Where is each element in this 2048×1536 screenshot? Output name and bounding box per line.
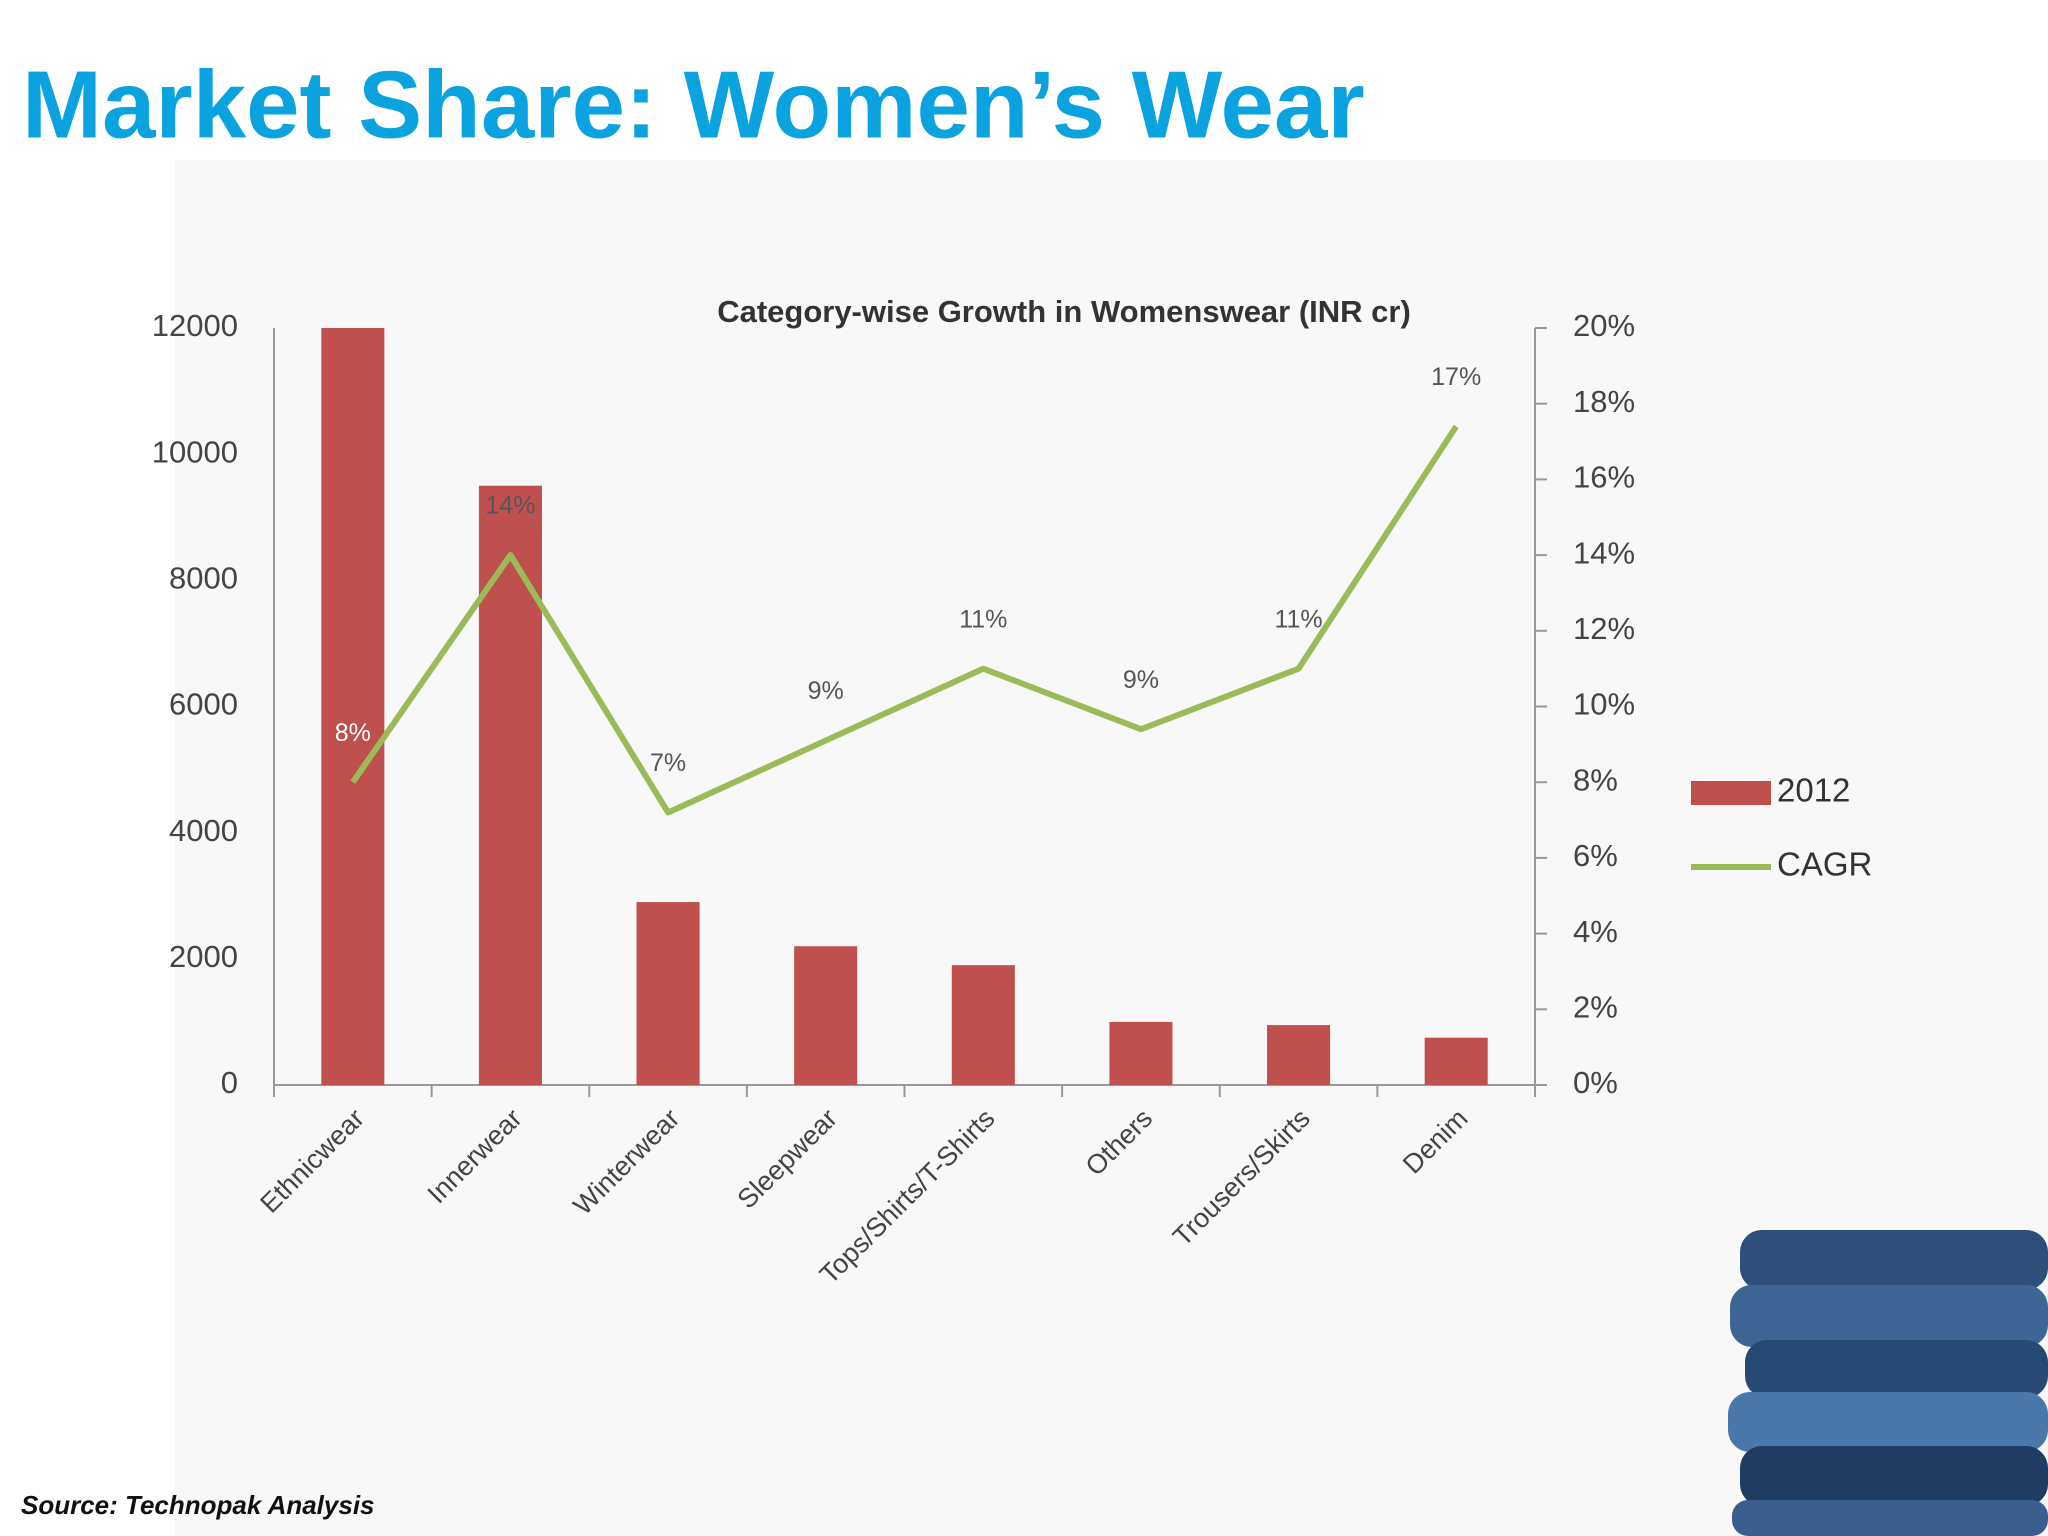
bar bbox=[1424, 1037, 1488, 1085]
y2-tick-label: 16% bbox=[1573, 460, 1635, 495]
bar bbox=[1109, 1021, 1173, 1085]
data-label: 14% bbox=[485, 492, 535, 520]
bar bbox=[321, 328, 385, 1085]
data-label: 7% bbox=[650, 749, 686, 777]
y-tick-label: 2000 bbox=[169, 939, 238, 974]
y-tick-label: 0 bbox=[221, 1065, 238, 1100]
line bbox=[350, 424, 1459, 816]
data-label: 8% bbox=[335, 719, 371, 747]
y2-tick-label: 2% bbox=[1573, 989, 1618, 1024]
data-label: 11% bbox=[1274, 605, 1322, 633]
y2-tick-label: 10% bbox=[1573, 687, 1635, 722]
legend-swatch bbox=[1691, 781, 1771, 805]
data-label: 9% bbox=[808, 677, 844, 705]
y2-tick-label: 6% bbox=[1573, 838, 1618, 873]
y2-tick-label: 0% bbox=[1573, 1065, 1618, 1100]
legend-label: 2012 bbox=[1777, 772, 1850, 809]
y-tick-label: 12000 bbox=[152, 308, 238, 343]
y-tick-label: 4000 bbox=[169, 813, 238, 848]
data-label: 11% bbox=[959, 605, 1007, 633]
y2-tick-label: 4% bbox=[1573, 914, 1618, 949]
y2-tick-label: 8% bbox=[1573, 762, 1618, 797]
jeans-illustration bbox=[1728, 1230, 2048, 1536]
y2-tick-label: 14% bbox=[1573, 535, 1635, 570]
source-note: Source: Technopak Analysis bbox=[21, 1490, 375, 1520]
y2-tick-label: 18% bbox=[1573, 384, 1635, 419]
bar bbox=[1267, 1025, 1331, 1085]
slide-title: Market Share: Women’s Wear bbox=[22, 51, 1365, 158]
y-tick-label: 6000 bbox=[169, 687, 238, 722]
y-tick-label: 10000 bbox=[152, 434, 238, 469]
data-label: 17% bbox=[1431, 363, 1481, 391]
bar bbox=[794, 946, 858, 1085]
bar bbox=[951, 965, 1015, 1085]
y2-tick-label: 12% bbox=[1573, 611, 1635, 646]
y-tick-label: 8000 bbox=[169, 561, 238, 596]
y2-tick-label: 20% bbox=[1573, 308, 1635, 343]
legend-label: CAGR bbox=[1777, 846, 1872, 883]
data-label: 9% bbox=[1123, 666, 1159, 694]
bar bbox=[636, 902, 700, 1085]
chart-title: Category-wise Growth in Womenswear (INR … bbox=[717, 294, 1411, 329]
bar bbox=[478, 485, 542, 1085]
